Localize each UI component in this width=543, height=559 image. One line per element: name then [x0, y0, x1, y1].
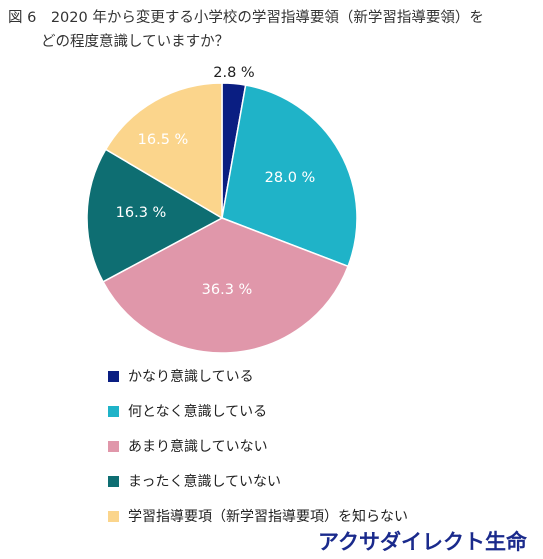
legend-item-3: あまり意識していない: [108, 432, 408, 460]
pie-slice-label-3: 36.3 %: [202, 282, 253, 298]
legend-item-2: 何となく意識している: [108, 397, 408, 425]
legend-swatch-5: [108, 510, 119, 522]
pie-slice-2: [221, 84, 358, 268]
legend-swatch-1: [108, 370, 119, 382]
pie-slice-label-5: 16.5 %: [138, 132, 189, 148]
pie-slice-3: [102, 217, 350, 354]
legend-label-2: 何となく意識している: [128, 404, 268, 420]
pie-slice-label-1: 2.8 %: [213, 65, 254, 81]
legend-item-1: かなり意識している: [108, 362, 408, 390]
chart-title-line-2: どの程度意識していますか？: [41, 34, 230, 50]
chart-title: 図 6 2020 年から変更する小学校の学習指導要領（新学習指導要領）を どの程…: [8, 6, 536, 54]
pie-slice-4: [86, 148, 224, 283]
legend-swatch-3: [108, 440, 119, 452]
chart-title-line-1: 図 6 2020 年から変更する小学校の学習指導要領（新学習指導要領）を: [8, 10, 484, 26]
pie-slice-label-4: 16.3 %: [116, 205, 167, 221]
brand-logo: アクサダイレクト生命: [318, 530, 527, 554]
legend-swatch-4: [108, 475, 119, 487]
legend-label-4: まったく意識していない: [128, 474, 282, 490]
chart-legend: かなり意識している 何となく意識している あまり意識していない まったく意識していない…: [108, 362, 408, 537]
pie-slice-label-2: 28.0 %: [265, 170, 316, 186]
pie-slice-5: [104, 82, 223, 220]
legend-item-4: まったく意識していない: [108, 467, 408, 495]
legend-label-1: かなり意識している: [128, 369, 254, 385]
legend-label-5: 学習指導要項（新学習指導要項）を知らない: [128, 509, 408, 525]
legend-label-3: あまり意識していない: [128, 439, 268, 455]
legend-swatch-2: [108, 405, 119, 417]
legend-item-5: 学習指導要項（新学習指導要項）を知らない: [108, 502, 408, 530]
